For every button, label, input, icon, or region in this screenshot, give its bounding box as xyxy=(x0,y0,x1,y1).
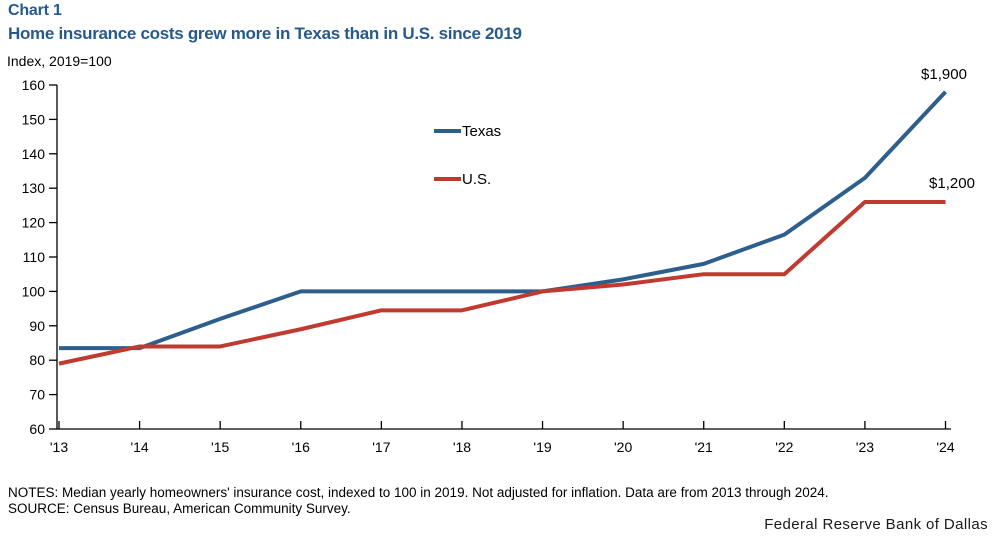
footnotes: NOTES: Median yearly homeowners' insuran… xyxy=(8,485,829,517)
x-tick-label: '18 xyxy=(453,439,471,455)
y-axis-unit-label: Index, 2019=100 xyxy=(7,53,112,69)
y-tick-label: 140 xyxy=(22,146,46,162)
texas-legend-swatch xyxy=(434,129,461,133)
x-tick-label: '19 xyxy=(533,439,551,455)
y-tick-label: 90 xyxy=(29,318,45,334)
us-endpoint-value-annotation: $1,200 xyxy=(929,175,975,192)
y-tick-label: 80 xyxy=(29,352,45,368)
y-tick-label: 150 xyxy=(22,111,46,127)
publisher-branding: Federal Reserve Bank of Dallas xyxy=(764,516,988,533)
y-tick-label: 160 xyxy=(22,77,46,93)
x-tick-label: '14 xyxy=(130,439,148,455)
x-tick-label: '16 xyxy=(292,439,310,455)
notes-line: NOTES: Median yearly homeowners' insuran… xyxy=(8,485,829,500)
legend-item-texas: Texas xyxy=(434,122,501,140)
legend-item-us: U.S. xyxy=(434,170,491,188)
x-tick-label: '24 xyxy=(936,439,954,455)
x-tick-label: '23 xyxy=(856,439,874,455)
y-tick-label: 120 xyxy=(22,215,46,231)
x-tick-label: '17 xyxy=(372,439,390,455)
x-tick-label: '21 xyxy=(695,439,713,455)
us-line xyxy=(58,199,946,366)
x-tick-label: '13 xyxy=(50,439,68,455)
us-legend-swatch xyxy=(434,177,461,181)
y-tick-label: 60 xyxy=(29,421,45,437)
texas-line xyxy=(59,90,947,351)
source-line: SOURCE: Census Bureau, American Communit… xyxy=(8,501,351,516)
texas-legend-label: Texas xyxy=(462,122,502,140)
y-tick-label: 130 xyxy=(22,180,46,196)
x-tick-label: '15 xyxy=(211,439,229,455)
axis-lines xyxy=(56,85,951,430)
x-tick-label: '22 xyxy=(775,439,793,455)
chart-title: Home insurance costs grew more in Texas … xyxy=(8,24,522,43)
y-tick-label: 70 xyxy=(29,387,45,403)
y-tick-label: 100 xyxy=(22,283,46,299)
us-legend-label: U.S. xyxy=(462,170,492,188)
y-tick-label: 110 xyxy=(23,249,46,265)
chart-number-label: Chart 1 xyxy=(8,2,62,19)
texas-endpoint-value-annotation: $1,900 xyxy=(921,66,967,83)
x-tick-label: '20 xyxy=(614,439,632,455)
